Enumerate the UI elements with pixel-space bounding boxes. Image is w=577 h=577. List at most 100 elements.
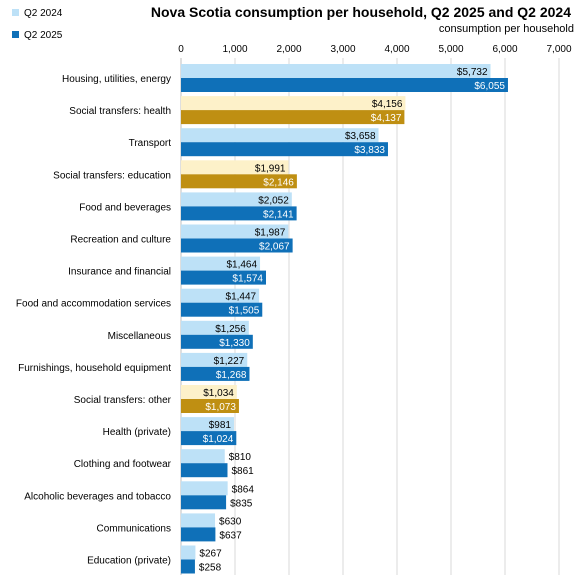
category-label: Recreation and culture [70, 235, 171, 246]
bar-q2-2025 [181, 399, 239, 413]
data-label: $3,658 [345, 131, 376, 142]
data-label: $861 [231, 466, 254, 477]
category-label: Food and accommodation services [16, 299, 171, 310]
data-label: $267 [199, 549, 222, 560]
data-label: $835 [230, 498, 253, 509]
data-label: $6,055 [474, 81, 505, 92]
legend-swatch-q2-2024 [12, 9, 19, 16]
category-label: Social transfers: health [69, 106, 171, 117]
data-label: $981 [209, 420, 232, 431]
data-label: $3,833 [354, 145, 385, 156]
x-tick-label: 3,000 [330, 44, 355, 55]
data-label: $1,073 [205, 402, 236, 413]
bar-q2-2025 [181, 78, 508, 92]
data-label: $1,574 [232, 274, 263, 285]
data-label: $637 [219, 530, 242, 541]
data-label: $2,141 [263, 209, 294, 220]
bar-q2-2024 [181, 128, 379, 143]
category-label: Furnishings, household equipment [18, 363, 171, 374]
category-label: Social transfers: other [74, 395, 172, 406]
data-label: $1,268 [216, 370, 247, 381]
x-tick-label: 1,000 [222, 44, 247, 55]
chart-title: Nova Scotia consumption per household, Q… [151, 4, 571, 20]
category-label: Communications [97, 523, 171, 534]
x-tick-label: 0 [178, 44, 184, 55]
bar-q2-2024 [181, 385, 237, 399]
data-label: $1,447 [226, 292, 257, 303]
x-tick-label: 7,000 [546, 44, 571, 55]
bar-q2-2024 [181, 513, 216, 528]
legend-label-q2-2024: Q2 2024 [24, 8, 63, 19]
bar-q2-2024 [181, 449, 225, 464]
x-tick-label: 2,000 [276, 44, 301, 55]
data-label: $2,146 [263, 177, 294, 188]
bar-q2-2025 [181, 495, 227, 510]
category-label: Insurance and financial [68, 267, 171, 278]
data-label: $864 [232, 484, 255, 495]
legend-label-q2-2025: Q2 2025 [24, 30, 63, 41]
data-label: $1,987 [255, 228, 286, 239]
bar-q2-2025 [181, 559, 195, 574]
data-label: $630 [219, 516, 242, 527]
category-labels: Housing, utilities, energy Social transfe… [16, 74, 172, 567]
category-label: Social transfers: education [53, 170, 171, 181]
x-tick-label: 4,000 [384, 44, 409, 55]
data-label: $258 [199, 563, 222, 574]
bar-q2-2024 [181, 160, 289, 175]
category-label: Transport [129, 138, 172, 149]
bar-q2-2025 [181, 302, 263, 317]
x-tick-label: 6,000 [492, 44, 517, 55]
bar-q2-2024 [181, 96, 406, 111]
bar-q2-2025 [181, 527, 216, 542]
data-label: $1,024 [203, 434, 234, 445]
category-label: Education (private) [87, 556, 171, 567]
bar-q2-2024 [181, 64, 491, 78]
data-label: $4,137 [371, 113, 402, 124]
bar-q2-2024 [181, 256, 261, 271]
data-label: $5,732 [457, 67, 488, 78]
category-label: Clothing and footwear [74, 459, 172, 470]
bar-q2-2025 [181, 174, 297, 189]
bar-q2-2024 [181, 320, 249, 335]
x-axis-ticks: 0 1,000 2,000 3,000 4,000 5,000 6,000 7,000 [178, 44, 572, 55]
data-label: $1,256 [215, 324, 246, 335]
bars [181, 64, 508, 574]
bar-q2-2025 [181, 334, 253, 349]
legend-swatch-q2-2025 [12, 31, 19, 38]
data-label: $4,156 [372, 99, 403, 110]
bar-q2-2024 [181, 224, 289, 239]
x-tick-label: 5,000 [438, 44, 463, 55]
data-label: $1,505 [229, 306, 260, 317]
bar-q2-2025 [181, 463, 228, 478]
category-label: Housing, utilities, energy [62, 74, 171, 85]
bar-q2-2025 [181, 431, 237, 446]
data-label: $1,464 [226, 260, 257, 271]
bar-q2-2025 [181, 206, 297, 221]
bar-q2-2024 [181, 417, 234, 432]
category-label: Health (private) [103, 427, 171, 438]
bar-q2-2025 [181, 270, 266, 285]
bar-q2-2024 [181, 288, 260, 303]
bar-q2-2025 [181, 110, 405, 125]
data-label: $1,991 [255, 163, 286, 174]
bar-q2-2024 [181, 545, 196, 560]
data-label: $2,052 [258, 195, 289, 206]
legend: Q2 2024 Q2 2025 [12, 8, 63, 41]
data-label: $1,227 [214, 356, 245, 367]
data-label: $1,330 [219, 338, 250, 349]
data-label: $1,034 [203, 388, 234, 399]
data-label: $810 [229, 452, 252, 463]
data-labels: $5,732 $6,055 $4,156 $4,137 $3,658 $3,833 $1,9… [199, 67, 505, 574]
chart-subtitle: consumption per household [439, 23, 574, 35]
bar-q2-2025 [181, 366, 250, 381]
bar-q2-2024 [181, 352, 248, 367]
bar-q2-2024 [181, 481, 228, 496]
data-label: $2,067 [259, 242, 290, 253]
bar-q2-2025 [181, 238, 293, 253]
category-label: Miscellaneous [108, 331, 171, 342]
bar-q2-2025 [181, 142, 388, 157]
bar-q2-2024 [181, 192, 292, 207]
category-label: Food and beverages [79, 202, 171, 213]
category-label: Alcoholic beverages and tobacco [24, 491, 171, 502]
